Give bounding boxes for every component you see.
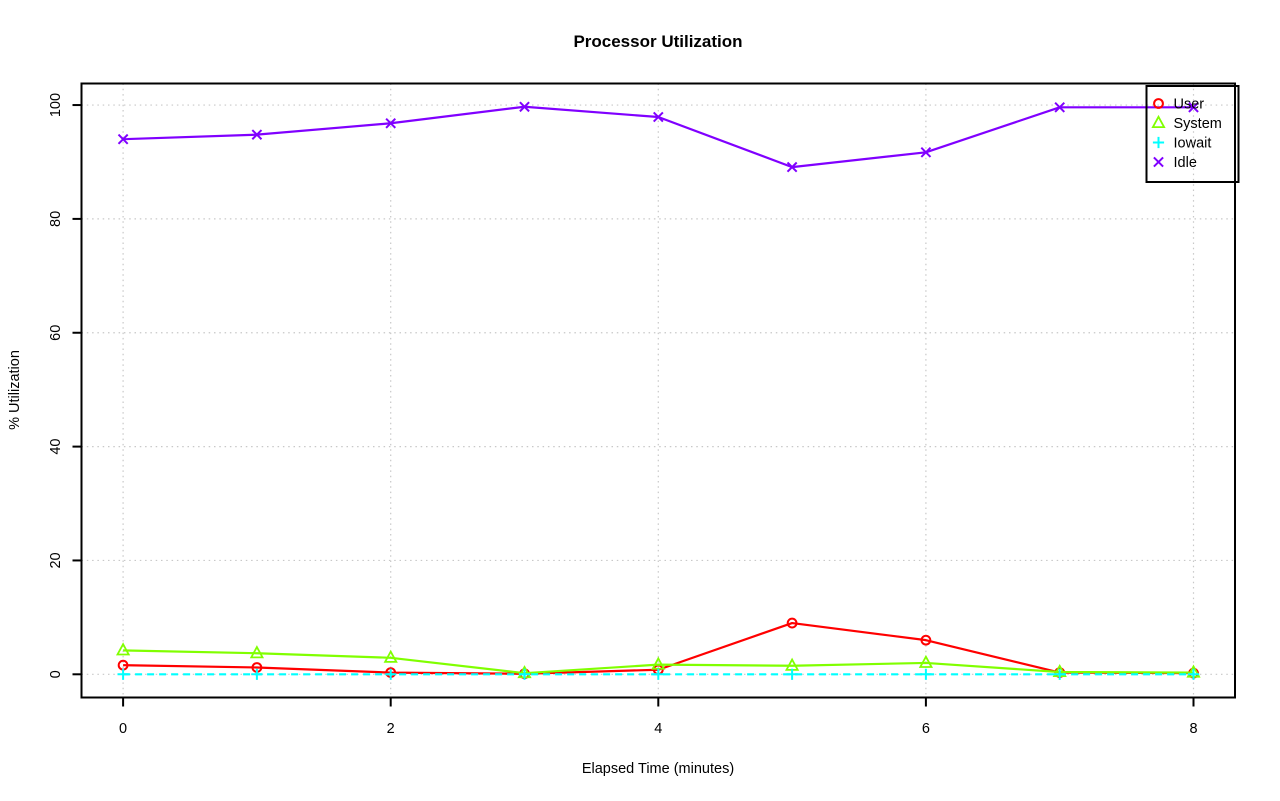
series-idle-marker-4 xyxy=(652,111,664,123)
legend-label-user: User xyxy=(1174,97,1205,113)
series-idle-marker-1 xyxy=(251,129,263,140)
series-idle-marker-3 xyxy=(519,101,530,113)
x-tick-label-4: 4 xyxy=(654,721,662,737)
chart-title: Processor Utilization xyxy=(573,32,743,51)
series-system-marker-6 xyxy=(918,654,934,668)
y-tick-label-40: 40 xyxy=(48,439,64,455)
x-tick-label-2: 2 xyxy=(387,721,395,737)
plot-border xyxy=(80,82,1236,699)
legend-marker-idle xyxy=(1153,156,1164,168)
series-idle-marker-6 xyxy=(920,146,932,158)
series-idle-marker-8 xyxy=(1188,102,1199,113)
y-axis-title: % Utilization xyxy=(7,350,23,430)
series-iowait-marker-8 xyxy=(1187,668,1200,680)
x-axis-title: Elapsed Time (minutes) xyxy=(581,761,735,777)
series-idle-marker-7 xyxy=(1054,102,1066,113)
y-tick-label-60: 60 xyxy=(48,325,64,341)
series-iowait-marker-4 xyxy=(652,668,664,680)
series-user-marker-5 xyxy=(786,617,798,629)
legend-label-system: System xyxy=(1174,116,1222,132)
legend-label-iowait: Iowait xyxy=(1174,136,1212,152)
series-iowait-marker-0 xyxy=(117,668,129,680)
x-tick-label-0: 0 xyxy=(119,721,127,737)
series-idle-marker-2 xyxy=(385,117,397,129)
legend-marker-user xyxy=(1153,98,1164,109)
series-iowait-marker-2 xyxy=(385,668,397,680)
series-iowait-marker-6 xyxy=(920,668,932,680)
series-iowait-marker-7 xyxy=(1054,668,1066,680)
y-tick-label-100: 100 xyxy=(48,93,64,117)
series-iowait-marker-1 xyxy=(251,668,263,680)
series-iowait-marker-3 xyxy=(518,668,531,680)
x-tick-label-8: 8 xyxy=(1189,721,1197,737)
series-system-marker-1 xyxy=(249,645,265,659)
legend-marker-system xyxy=(1151,114,1166,128)
legend-label-idle: Idle xyxy=(1174,155,1197,171)
legend-box xyxy=(1145,85,1240,183)
series-idle-marker-5 xyxy=(786,161,798,173)
series-system-line xyxy=(123,649,1194,675)
series-user-marker-6 xyxy=(920,634,932,646)
x-tick-label-6: 6 xyxy=(922,721,930,737)
series-idle-marker-0 xyxy=(117,133,129,145)
series-iowait-marker-5 xyxy=(786,668,798,680)
series-system-marker-2 xyxy=(383,649,398,663)
y-tick-label-0: 0 xyxy=(48,670,64,678)
legend-marker-iowait xyxy=(1152,136,1165,149)
y-tick-label-20: 20 xyxy=(48,552,64,568)
series-system-marker-0 xyxy=(115,642,131,656)
y-tick-label-80: 80 xyxy=(48,211,64,227)
